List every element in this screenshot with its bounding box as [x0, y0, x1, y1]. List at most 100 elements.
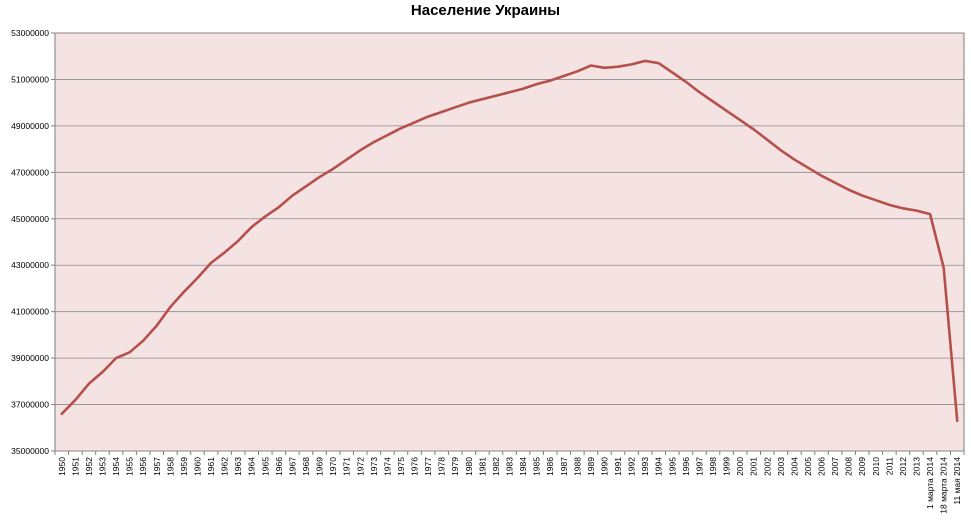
x-tick-label: 1996	[681, 457, 691, 476]
x-tick-label: 1971	[342, 457, 352, 476]
x-tick-label: 1970	[328, 457, 338, 476]
x-tick-label: 18 марта 2014	[939, 457, 949, 514]
y-tick-label: 45000000	[11, 214, 49, 224]
x-tick-label: 1983	[505, 457, 515, 476]
x-tick-label: 1990	[599, 457, 609, 476]
data-point	[427, 116, 429, 118]
x-tick-label: 1998	[708, 457, 718, 476]
y-tick-label: 37000000	[11, 400, 49, 410]
data-point	[671, 71, 673, 74]
x-tick-label: 1958	[165, 457, 175, 476]
x-tick-label: 1960	[192, 457, 202, 476]
x-tick-label: 1993	[640, 457, 650, 476]
x-tick-label: 1966	[274, 457, 284, 476]
data-point	[237, 240, 239, 242]
data-point	[685, 81, 687, 83]
data-point	[780, 149, 782, 151]
data-point	[495, 95, 497, 97]
data-point	[291, 194, 294, 197]
data-point	[536, 83, 538, 85]
x-tick-label: 1954	[111, 457, 121, 476]
data-point	[793, 158, 796, 161]
x-tick-label: 2009	[857, 457, 867, 476]
x-tick-label: 1969	[315, 457, 325, 476]
data-point	[753, 128, 755, 130]
data-point	[88, 383, 90, 385]
data-point	[359, 149, 361, 151]
data-point	[74, 399, 76, 401]
x-tick-label: 1965	[260, 457, 270, 476]
x-tick-label: 1995	[667, 457, 677, 476]
y-tick-label: 35000000	[11, 446, 49, 456]
x-tick-label: 2004	[789, 457, 799, 476]
x-tick-label: 2013	[912, 457, 922, 476]
x-tick-label: 1975	[396, 457, 406, 476]
data-point	[115, 357, 117, 359]
data-point	[820, 175, 823, 177]
data-point	[373, 141, 375, 143]
data-point	[251, 226, 253, 228]
x-tick-label: 2000	[735, 457, 745, 476]
y-tick-label: 43000000	[11, 260, 49, 270]
data-point	[576, 70, 578, 72]
x-tick-label: 1955	[125, 457, 135, 476]
data-point	[454, 106, 456, 108]
data-point	[318, 176, 321, 178]
x-tick-label: 1977	[423, 457, 433, 476]
data-point	[223, 251, 226, 254]
data-point	[590, 64, 592, 67]
y-axis: 35000000 37000000 39000000 41000000 43000000…	[11, 28, 55, 456]
y-tick-label: 49000000	[11, 121, 49, 131]
data-point	[264, 215, 266, 218]
x-tick-label: 2003	[776, 457, 786, 476]
x-tick-label: 1989	[586, 457, 596, 476]
data-point	[658, 62, 660, 64]
x-tick-label: 1984	[518, 457, 528, 476]
x-tick-label: 1997	[694, 457, 704, 476]
data-point	[563, 75, 565, 77]
plot-area	[54, 32, 965, 452]
x-tick-label: 1974	[382, 457, 392, 476]
data-point	[142, 340, 144, 342]
data-point	[739, 119, 741, 121]
y-tick-label: 47000000	[11, 167, 49, 177]
x-tick-label: 1963	[233, 457, 243, 476]
data-point	[875, 199, 877, 201]
x-tick-label: 1 марта 2014	[925, 457, 935, 509]
data-point	[508, 91, 511, 93]
data-point	[712, 100, 714, 103]
x-tick-label: 1962	[220, 457, 230, 476]
data-point	[956, 420, 958, 422]
data-point	[766, 139, 768, 141]
data-point	[61, 413, 63, 415]
data-point	[169, 306, 171, 308]
data-point	[603, 67, 606, 69]
data-point	[617, 66, 619, 68]
data-point	[915, 210, 918, 212]
data-point	[210, 262, 212, 264]
data-point	[943, 266, 945, 269]
x-tick-label: 1950	[57, 457, 67, 476]
x-tick-label: 1957	[152, 457, 162, 476]
x-axis: 1950 1951 1952 1953 1954 1955 1956 1957 1958 1959…	[54, 451, 965, 514]
x-tick-label: 1973	[369, 457, 379, 476]
data-point	[386, 134, 388, 136]
x-tick-label: 1992	[627, 457, 637, 476]
data-point	[101, 371, 104, 373]
data-point	[807, 167, 809, 169]
y-tick-label: 41000000	[11, 307, 49, 317]
x-tick-label: 2012	[898, 457, 908, 476]
y-tick-label: 39000000	[11, 353, 49, 363]
data-point	[468, 102, 470, 104]
data-point	[834, 182, 836, 184]
data-point	[888, 204, 890, 206]
data-point	[698, 91, 701, 93]
x-tick-label: 1959	[179, 457, 189, 476]
data-point	[861, 194, 863, 197]
x-tick-label: 1994	[654, 457, 664, 476]
x-tick-label: 2008	[844, 457, 854, 476]
data-point	[549, 80, 551, 82]
gridlines	[55, 32, 964, 452]
